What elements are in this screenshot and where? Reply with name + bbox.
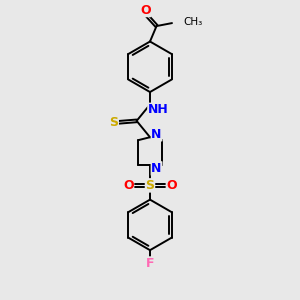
Text: S: S — [146, 179, 154, 192]
Text: NH: NH — [148, 103, 169, 116]
Text: F: F — [146, 257, 154, 270]
Text: O: O — [167, 179, 177, 192]
Text: CH₃: CH₃ — [183, 16, 202, 27]
Text: N: N — [152, 162, 162, 175]
Text: S: S — [109, 116, 118, 129]
Text: O: O — [140, 4, 151, 16]
Text: N: N — [152, 128, 162, 141]
Text: O: O — [123, 179, 134, 192]
